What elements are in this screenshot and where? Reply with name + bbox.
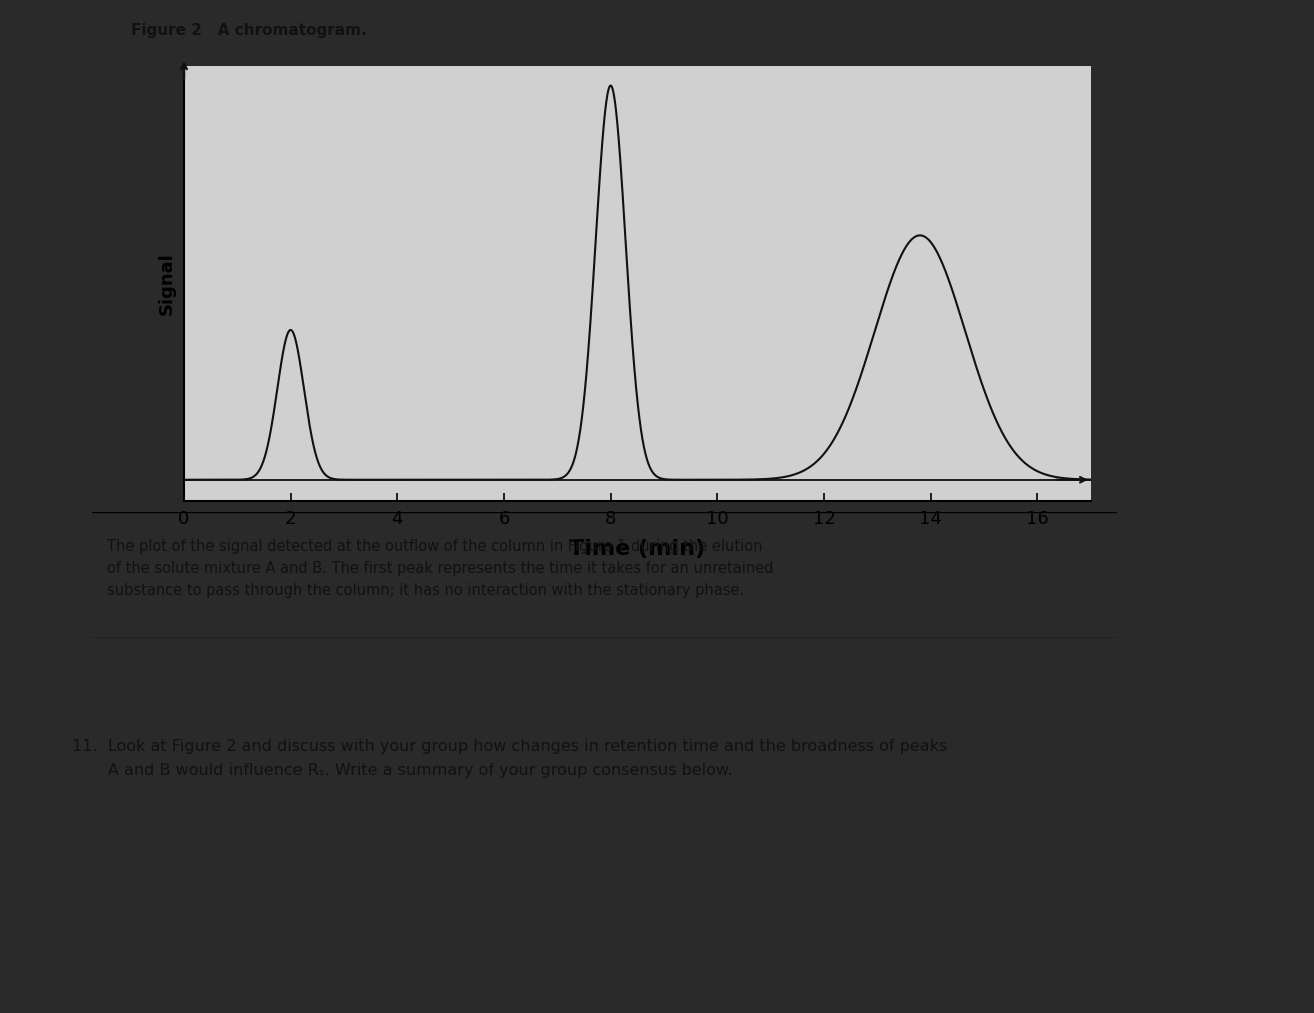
Text: 11.  Look at Figure 2 and discuss with your group how changes in retention time : 11. Look at Figure 2 and discuss with yo… (72, 739, 947, 778)
Y-axis label: Signal: Signal (158, 252, 176, 315)
Text: Figure 2   A chromatogram.: Figure 2 A chromatogram. (131, 23, 367, 38)
X-axis label: Time (min): Time (min) (569, 539, 706, 559)
Text: The plot of the signal detected at the outflow of the column in Figure 1 during : The plot of the signal detected at the o… (108, 539, 774, 599)
